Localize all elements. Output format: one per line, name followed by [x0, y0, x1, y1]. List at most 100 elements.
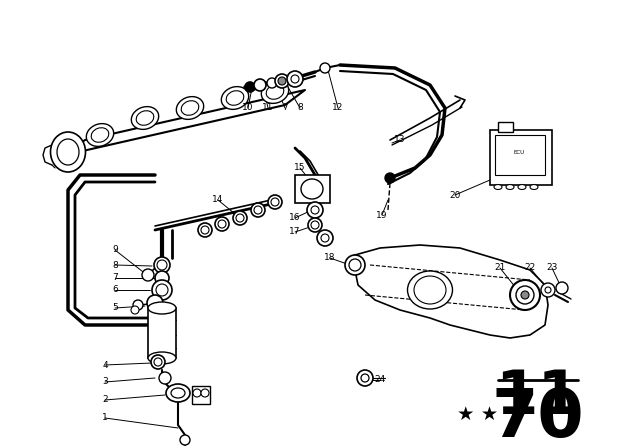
Circle shape [275, 74, 289, 88]
Circle shape [556, 282, 568, 294]
Ellipse shape [518, 185, 526, 190]
Circle shape [180, 435, 190, 445]
Bar [498, 122, 513, 132]
Text: 9: 9 [112, 246, 118, 254]
Text: ECU: ECU [513, 151, 525, 155]
Circle shape [198, 223, 212, 237]
Text: 8: 8 [297, 103, 303, 112]
Circle shape [154, 257, 170, 273]
Ellipse shape [171, 388, 185, 398]
Text: 16: 16 [289, 214, 301, 223]
Circle shape [267, 78, 277, 88]
Circle shape [357, 370, 373, 386]
Ellipse shape [57, 139, 79, 165]
Text: 22: 22 [524, 263, 536, 272]
Text: 23: 23 [547, 263, 557, 272]
Circle shape [385, 173, 395, 183]
Ellipse shape [148, 302, 176, 314]
Circle shape [236, 214, 244, 222]
Ellipse shape [414, 276, 446, 304]
Circle shape [278, 77, 286, 85]
Ellipse shape [166, 384, 190, 402]
Text: 24: 24 [374, 375, 386, 384]
Circle shape [321, 234, 329, 242]
Text: 18: 18 [324, 254, 336, 263]
Circle shape [307, 202, 323, 218]
Circle shape [541, 283, 555, 297]
Ellipse shape [221, 86, 249, 109]
Circle shape [152, 280, 172, 300]
Text: 11: 11 [495, 368, 580, 427]
Circle shape [317, 230, 333, 246]
Ellipse shape [51, 132, 86, 172]
Circle shape [245, 82, 255, 92]
Circle shape [201, 226, 209, 234]
Circle shape [131, 306, 139, 314]
Text: 14: 14 [212, 195, 224, 204]
Ellipse shape [86, 124, 114, 146]
Circle shape [201, 389, 209, 397]
Circle shape [251, 203, 265, 217]
Ellipse shape [92, 128, 109, 142]
Circle shape [142, 269, 154, 281]
Circle shape [154, 358, 162, 366]
Circle shape [193, 389, 201, 397]
Polygon shape [65, 90, 305, 155]
Circle shape [308, 218, 322, 232]
Text: 2: 2 [102, 396, 108, 405]
Ellipse shape [226, 91, 244, 105]
Circle shape [521, 291, 529, 299]
Text: 15: 15 [294, 164, 306, 172]
Circle shape [516, 286, 534, 304]
Circle shape [545, 287, 551, 293]
Text: 5: 5 [112, 303, 118, 313]
Text: 8: 8 [112, 260, 118, 270]
Text: 3: 3 [102, 378, 108, 387]
Text: 7: 7 [282, 103, 288, 112]
Circle shape [268, 195, 282, 209]
Text: 19: 19 [376, 211, 388, 220]
Bar [148, 308, 176, 358]
Text: 17: 17 [289, 228, 301, 237]
Circle shape [215, 217, 229, 231]
Text: ★ ★: ★ ★ [458, 405, 499, 424]
Circle shape [233, 211, 247, 225]
Ellipse shape [176, 97, 204, 119]
Circle shape [345, 255, 365, 275]
Bar [295, 175, 330, 203]
Ellipse shape [506, 185, 514, 190]
Circle shape [218, 220, 226, 228]
Text: 1: 1 [102, 414, 108, 422]
Circle shape [133, 300, 143, 310]
Text: 4: 4 [102, 361, 108, 370]
Circle shape [151, 355, 165, 369]
Circle shape [254, 79, 266, 91]
Ellipse shape [136, 111, 154, 125]
Circle shape [287, 71, 303, 87]
Text: 6: 6 [112, 285, 118, 294]
Ellipse shape [261, 81, 289, 103]
Circle shape [320, 63, 330, 73]
Text: 11: 11 [262, 103, 274, 112]
Bar [192, 386, 210, 404]
Circle shape [291, 75, 299, 83]
Circle shape [311, 221, 319, 229]
Text: 10: 10 [243, 103, 253, 112]
Circle shape [311, 206, 319, 214]
Circle shape [510, 280, 540, 310]
Ellipse shape [494, 185, 502, 190]
Text: 70: 70 [492, 385, 584, 448]
Circle shape [361, 374, 369, 382]
Ellipse shape [530, 185, 538, 190]
Ellipse shape [131, 107, 159, 129]
Text: 13: 13 [394, 135, 406, 145]
Circle shape [155, 271, 169, 285]
Circle shape [156, 284, 168, 296]
Text: 21: 21 [494, 263, 506, 272]
Ellipse shape [408, 271, 452, 309]
Ellipse shape [301, 179, 323, 199]
Ellipse shape [148, 352, 176, 364]
Text: 7: 7 [112, 273, 118, 283]
Circle shape [157, 260, 167, 270]
Circle shape [254, 206, 262, 214]
